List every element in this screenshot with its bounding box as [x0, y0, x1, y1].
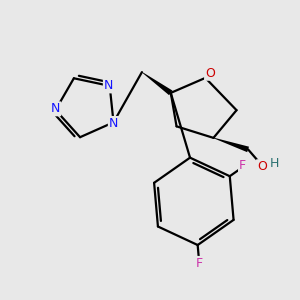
Text: F: F — [239, 159, 246, 172]
Text: O: O — [257, 160, 267, 173]
Text: O: O — [205, 67, 215, 80]
Text: N: N — [104, 80, 113, 92]
Text: N: N — [109, 117, 118, 130]
Text: N: N — [51, 102, 60, 115]
Polygon shape — [142, 72, 172, 95]
Polygon shape — [213, 138, 249, 152]
Text: H: H — [270, 157, 279, 170]
Text: F: F — [196, 257, 203, 270]
